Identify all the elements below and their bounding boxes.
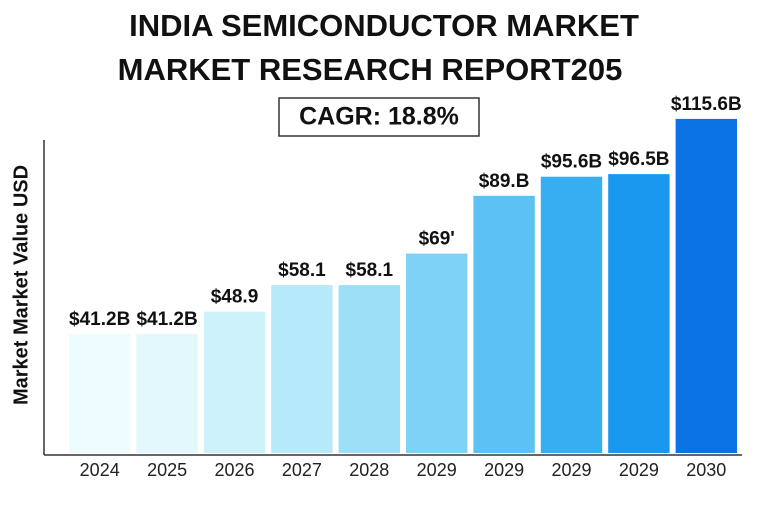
x-tick-label: 2028 [349, 460, 389, 480]
bar [203, 311, 266, 453]
x-tick-label: 2029 [417, 460, 457, 480]
value-label: $58.1 [278, 260, 326, 281]
bar [406, 253, 468, 453]
x-tick-label: 2030 [686, 460, 726, 480]
bar [136, 333, 198, 453]
value-label: $58.1 [346, 260, 394, 281]
bar [69, 333, 131, 453]
bar [540, 176, 603, 453]
value-label: $41.2B [136, 309, 197, 330]
x-tick-label: 2025 [147, 460, 187, 480]
x-tick-label: 2027 [282, 460, 322, 480]
bar [675, 118, 737, 453]
y-axis-label: Market Market Value USD [10, 165, 32, 405]
subtitle: CAGR: 18.8% [299, 103, 459, 131]
value-label: $115.6B [671, 94, 742, 115]
x-tick-label: 2029 [619, 460, 659, 480]
bar [271, 285, 333, 453]
x-tick-label: 2029 [484, 460, 524, 480]
bar [473, 195, 535, 454]
chart-title: INDIA SEMICONDUCTOR MARKET [129, 8, 639, 43]
x-tick-label: 2026 [214, 460, 254, 480]
value-label: $95.6B [541, 152, 602, 173]
bar [608, 174, 670, 454]
value-label: $69' [419, 229, 455, 250]
subtitle-box [278, 97, 480, 137]
value-label: $96.5B [608, 149, 669, 170]
value-label: $89.B [479, 171, 530, 192]
bar [338, 285, 400, 453]
value-label: $48.9 [211, 287, 259, 308]
x-tick-label: 2024 [80, 460, 120, 480]
chart-title: MARKET RESEARCH REPORT205 [118, 52, 623, 87]
value-label: $41.2B [69, 309, 130, 330]
x-tick-label: 2029 [551, 460, 591, 480]
